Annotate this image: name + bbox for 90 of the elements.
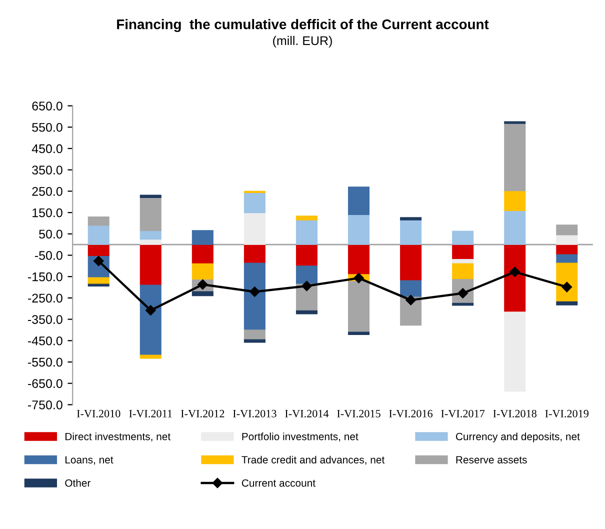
bar xyxy=(296,220,318,245)
bar xyxy=(140,354,162,359)
bar xyxy=(504,244,526,312)
bar xyxy=(140,238,162,245)
bar xyxy=(88,225,110,245)
bar xyxy=(296,216,318,220)
legend-label: Direct investments, net xyxy=(66,432,171,442)
bar xyxy=(556,262,578,302)
bar xyxy=(192,244,214,264)
bar xyxy=(452,302,474,306)
bar xyxy=(140,284,162,356)
y-tick-label: -50.0 xyxy=(34,251,62,260)
bar xyxy=(452,244,474,260)
chart-subtitle: (mill. EUR) xyxy=(273,36,332,48)
x-tick-label: I-VI.2013 xyxy=(233,410,276,418)
bar xyxy=(400,280,422,298)
bar xyxy=(400,217,422,220)
bar xyxy=(504,190,526,211)
point xyxy=(406,294,416,306)
bar xyxy=(192,291,214,296)
bar xyxy=(140,244,162,286)
legend-label: Trade credit and advances, net xyxy=(242,456,385,465)
y-tick-label: 50.0 xyxy=(39,230,62,239)
bar xyxy=(348,332,370,336)
bar xyxy=(504,210,526,245)
bar xyxy=(192,263,214,280)
point xyxy=(146,305,156,316)
bar xyxy=(88,216,110,226)
bar xyxy=(244,262,266,330)
bar xyxy=(244,212,266,245)
bar xyxy=(504,312,526,392)
bar xyxy=(140,197,162,232)
y-tick-label: -450.0 xyxy=(28,336,62,346)
x-tick-label: I-VI.2010 xyxy=(76,410,120,418)
y-tick-label: -750.0 xyxy=(28,400,62,410)
x-tick-label: I-VI.2018 xyxy=(493,410,536,418)
bar xyxy=(348,186,370,216)
chart-title: Financing the cumulative defficit of the Current account xyxy=(117,19,489,32)
y-tick-label: 350.0 xyxy=(32,166,62,174)
point xyxy=(302,280,312,292)
bar xyxy=(244,339,266,343)
bar xyxy=(296,266,318,284)
bar xyxy=(400,220,422,245)
legend-label: Portfolio investments, net xyxy=(242,432,358,442)
bar xyxy=(140,194,162,198)
x-tick-label: I-VI.2015 xyxy=(337,410,380,418)
bar xyxy=(244,330,266,340)
bar xyxy=(556,234,578,245)
legend-label: Current account xyxy=(242,479,316,487)
legend-label: Other xyxy=(65,479,91,487)
y-tick-label: -350.0 xyxy=(28,315,62,324)
bar xyxy=(348,280,370,332)
bar xyxy=(556,254,578,264)
legend-label: Loans, net xyxy=(66,456,114,465)
point xyxy=(94,256,104,266)
y-tick-label: -150.0 xyxy=(28,272,62,282)
bar xyxy=(556,301,578,306)
y-tick-label: -250.0 xyxy=(28,294,62,303)
bar xyxy=(556,224,578,236)
legend-label: Reserve assets xyxy=(456,456,527,464)
y-tick-label: -650.0 xyxy=(28,379,62,388)
bar xyxy=(504,123,526,192)
y-tick-label: -550.0 xyxy=(28,358,62,367)
y-tick-label: 550.0 xyxy=(32,122,62,132)
x-tick-label: I-VI.2012 xyxy=(181,410,224,418)
x-tick-label: I-VI.2014 xyxy=(285,410,329,418)
point xyxy=(510,266,520,278)
bar xyxy=(400,244,422,281)
point xyxy=(354,272,364,284)
x-tick-label: I-VI.2016 xyxy=(389,410,433,418)
bar xyxy=(452,263,474,280)
bar xyxy=(296,244,318,266)
x-tick-label: I-VI.2019 xyxy=(545,410,588,418)
y-tick-label: 650.0 xyxy=(32,102,62,110)
bar xyxy=(244,244,266,264)
bar xyxy=(296,310,318,314)
point xyxy=(250,286,260,297)
legend-label: Currency and deposits, net xyxy=(456,432,580,442)
y-tick-label: 150.0 xyxy=(32,208,62,218)
bar xyxy=(88,284,110,287)
bar xyxy=(348,214,370,245)
bar xyxy=(348,244,370,275)
bar xyxy=(244,192,266,214)
bar xyxy=(452,230,474,245)
bar xyxy=(192,230,214,245)
x-tick-label: I-VI.2017 xyxy=(441,410,485,418)
bar xyxy=(140,230,162,240)
x-tick-label: I-VI.2011 xyxy=(129,410,172,418)
y-tick-label: 250.0 xyxy=(32,186,62,196)
y-tick-label: 450.0 xyxy=(32,144,62,154)
